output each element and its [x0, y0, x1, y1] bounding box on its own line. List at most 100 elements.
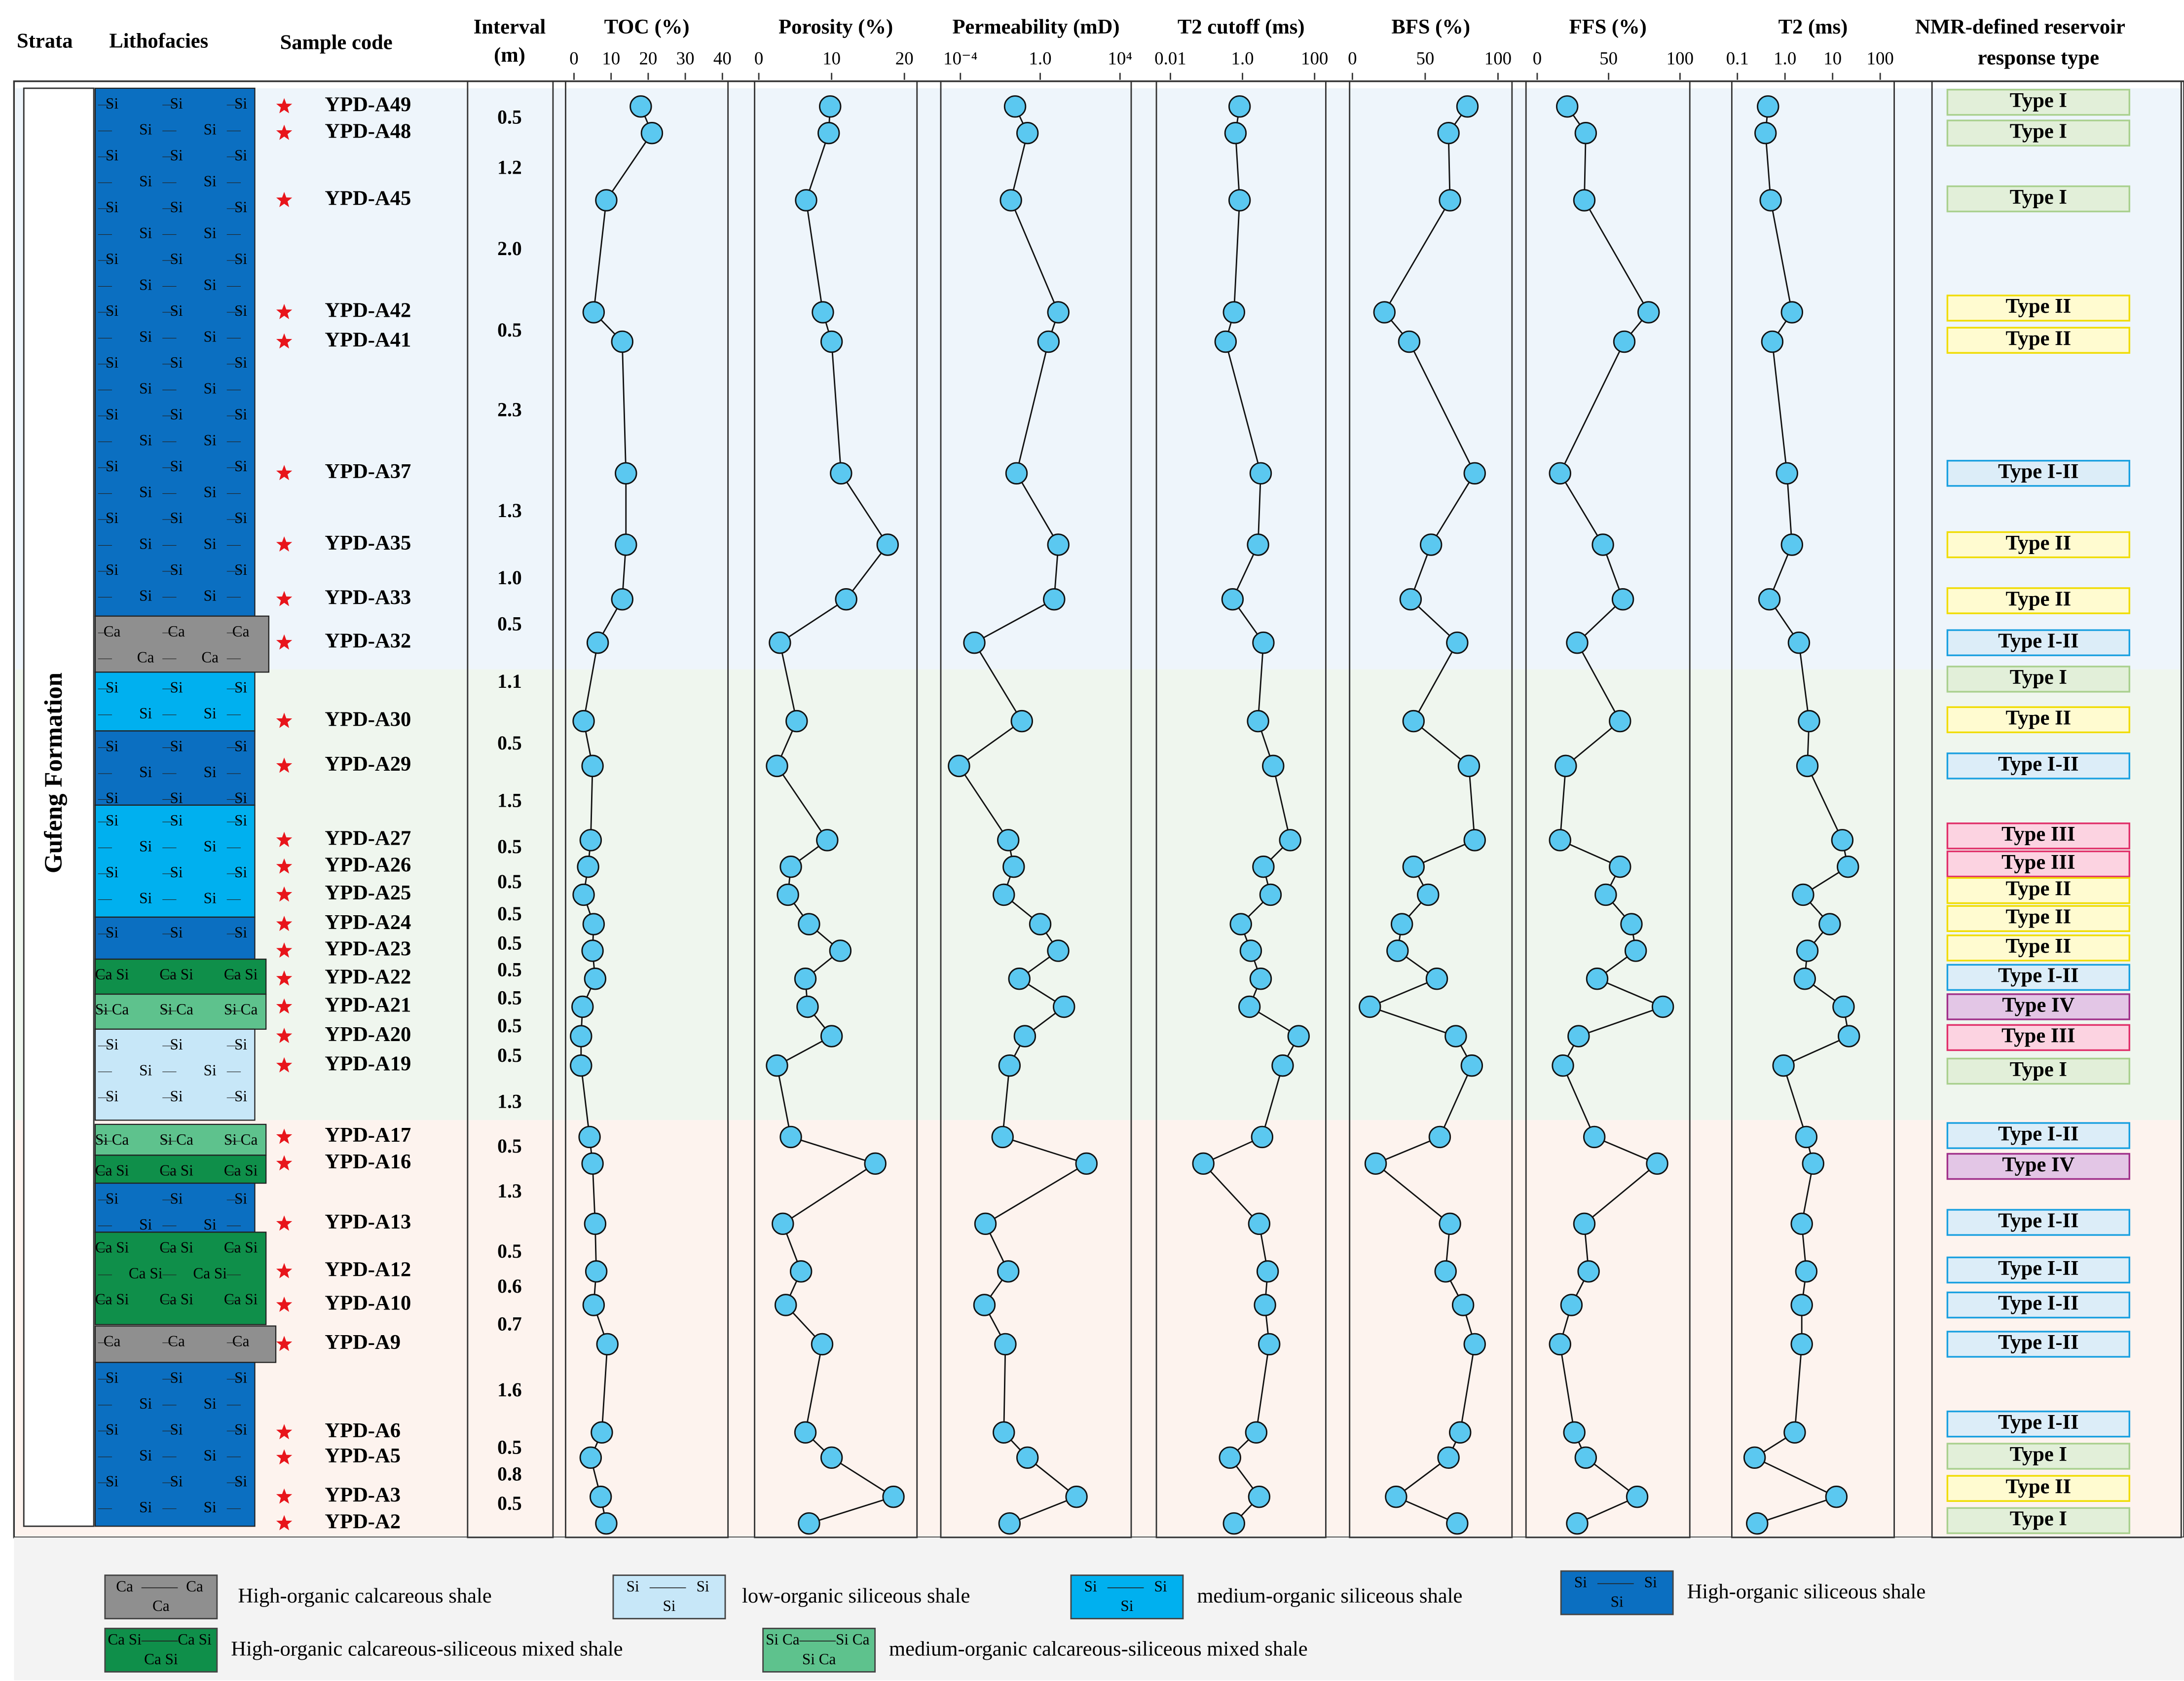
lithofacies-symbol: Si [234, 302, 247, 319]
response-type-label: Type I-II [1998, 1331, 2079, 1354]
lithofacies-symbol: Si [170, 406, 183, 423]
data-point [1228, 189, 1251, 212]
lithofacies-block [94, 615, 269, 673]
lithofacies-symbol: Si [106, 812, 118, 829]
legend-swatch [762, 1628, 876, 1673]
response-type-box [1946, 993, 2131, 1020]
legend-label: High-organic calcareous shale [238, 1584, 491, 1607]
sample-code: YPD-A6 [325, 1419, 401, 1442]
response-type-label: Type II [2005, 295, 2071, 318]
lithofacies-symbol: Si [170, 1036, 183, 1053]
data-point [1420, 533, 1443, 556]
data-point [1002, 856, 1025, 878]
lithofacies-symbol: Si [204, 1062, 217, 1079]
response-type-label: Type III [2001, 1024, 2075, 1047]
data-point [615, 533, 637, 556]
lithofacies-block [94, 87, 256, 617]
x-tick-label: 0.1 [1726, 48, 1749, 69]
sample-star [276, 303, 293, 319]
response-type-box [1946, 1443, 2131, 1470]
response-type-label: Type I-II [1998, 629, 2079, 652]
lithofacies-symbol: Si [234, 1369, 247, 1386]
data-point [1251, 1125, 1274, 1149]
x-tick-label: 10⁴ [1108, 48, 1132, 69]
sample-code: YPD-A42 [325, 299, 411, 322]
sample-star [276, 124, 293, 140]
x-tick-label: 20 [895, 48, 914, 69]
response-type-box [1946, 822, 2131, 850]
lithofacies-symbol: Si [234, 1087, 247, 1105]
sample-star [276, 712, 293, 728]
x-tick-label: 0 [1348, 48, 1357, 69]
data-point [570, 1054, 592, 1077]
interval-label: 0.5 [497, 1240, 522, 1262]
lithofacies-symbol: Si [106, 354, 118, 371]
lithofacies-symbol: Ca Si [224, 1239, 258, 1256]
data-point [1417, 883, 1440, 906]
sample-star [276, 1336, 293, 1351]
data-point [999, 189, 1022, 212]
legend-symbol: Si [1611, 1593, 1624, 1610]
data-point [1047, 301, 1070, 324]
lithofacies-symbol: Si [170, 95, 183, 112]
data-point [1245, 1421, 1268, 1444]
sample-code: YPD-A12 [325, 1258, 411, 1281]
sample-star [276, 757, 293, 773]
lithofacies-symbol: Si [139, 224, 152, 242]
lithofacies-symbol: Si [204, 121, 217, 138]
response-type-label: Type III [2001, 851, 2075, 874]
data-point [829, 939, 852, 962]
interval-label: 0.5 [497, 613, 522, 635]
data-point [820, 1446, 843, 1469]
data-point [1611, 588, 1634, 611]
track-title: FFS (%) [1569, 15, 1647, 38]
data-point [997, 1260, 1020, 1283]
data-point [1549, 462, 1571, 485]
sample-code: YPD-A23 [325, 937, 411, 961]
lithofacies-symbol: Si [106, 250, 118, 267]
band [15, 88, 2183, 670]
lithofacies-symbol: Si [106, 738, 118, 755]
data-point [1460, 1054, 1483, 1077]
sample-code: YPD-A32 [325, 629, 411, 652]
lithofacies-symbol: Si [234, 561, 247, 578]
response-type-label: Type I-II [1998, 1257, 2079, 1280]
data-point [1577, 1260, 1600, 1283]
sample-code: YPD-A17 [325, 1123, 411, 1147]
interval-label: 1.6 [497, 1379, 522, 1401]
track-title: TOC (%) [604, 15, 690, 38]
lithofacies-symbol: Si [170, 738, 183, 755]
x-tick-label: 1.0 [1774, 48, 1796, 69]
data-point [1772, 1054, 1795, 1077]
lithofacies-symbol: Ca Si [95, 966, 129, 983]
interval-label: 2.0 [497, 238, 522, 260]
data-point [1402, 856, 1425, 878]
data-point [591, 1421, 613, 1444]
response-box [1931, 80, 2182, 1538]
lithofacies-symbol: Si [106, 457, 118, 475]
interval-label: 0.5 [497, 933, 522, 954]
lithofacies-symbol: Si [204, 890, 217, 907]
lithofacies-symbol: Ca Si [159, 966, 193, 983]
lithofacies-symbol: Si [170, 1369, 183, 1386]
interval-label: 0.5 [497, 319, 522, 341]
data-point [1780, 301, 1804, 324]
x-tick-label: 30 [676, 48, 695, 69]
sample-star [276, 942, 293, 958]
data-point [611, 330, 633, 353]
data-point [640, 121, 664, 145]
header: NMR-defined reservoir [1915, 15, 2125, 38]
lithofacies-symbol: Si [170, 198, 183, 216]
data-point [1583, 1125, 1606, 1149]
legend-symbol: Ca [152, 1597, 170, 1614]
strata-box [23, 87, 95, 1527]
data-point [1790, 1294, 1813, 1316]
sample-star [276, 1215, 293, 1231]
data-point [1399, 588, 1422, 611]
lithofacies-block [94, 730, 256, 806]
lithofacies-symbol: Si [170, 302, 183, 319]
sample-star [276, 1057, 293, 1073]
legend-symbol: Si [1574, 1573, 1587, 1591]
response-type-label: Type I [2010, 1058, 2067, 1081]
sample-code: YPD-A5 [325, 1444, 401, 1467]
